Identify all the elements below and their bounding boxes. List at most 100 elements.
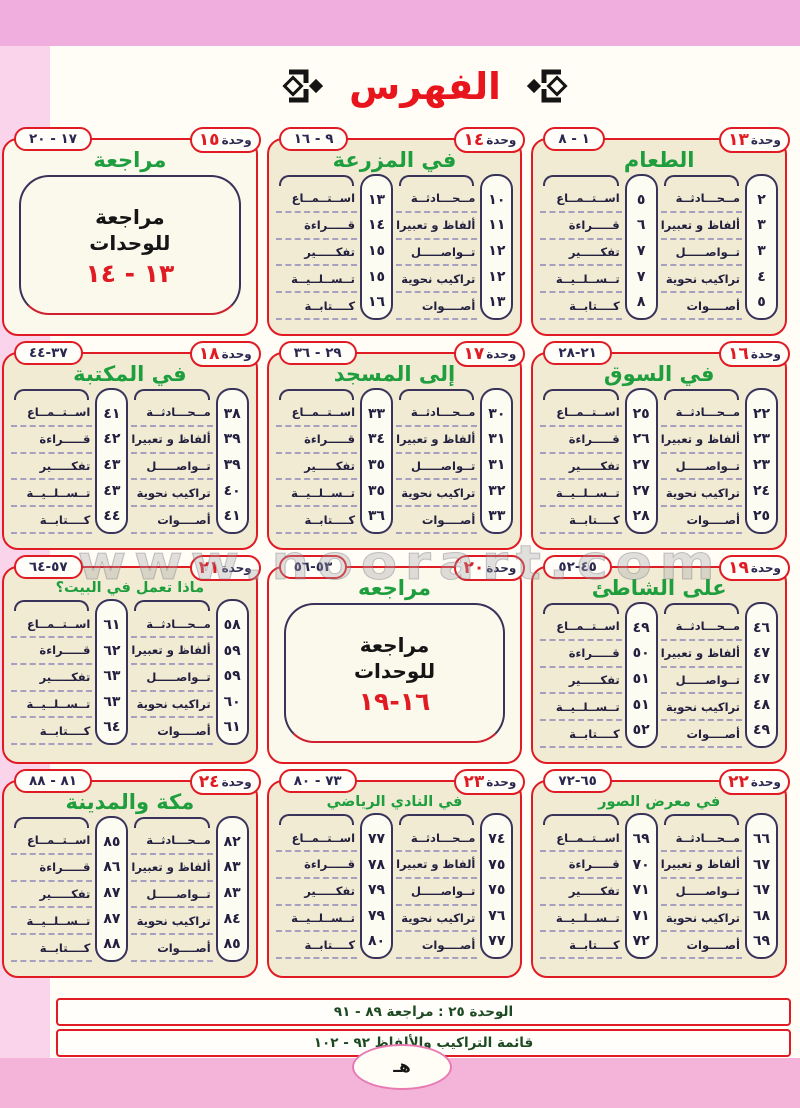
unit-word: وحدة <box>750 775 781 789</box>
unit-page-range: ٣٧-٤٤ <box>14 341 83 365</box>
page-number: ٣٨ <box>223 405 241 422</box>
left-pages-pill: ٤١ ٤٢ ٤٣ ٤٣ ٤٤ <box>95 388 129 535</box>
skill-label: تــســلــيــة <box>540 266 622 294</box>
skill-label: تراكيب نحوية <box>660 694 742 722</box>
unit-badge: وحدة ٢١ <box>189 555 261 581</box>
page-number: ٢٤ <box>752 482 771 499</box>
unit-box-١٩: وحدة ١٩ ٤٥-٥٢ على الشاطئ ٤٦ ٤٧ ٤٧ ٤٨ ٤٩ مــح… <box>531 555 790 764</box>
review-box-١٥: وحدة ١٥ ١٧ - ٢٠ مراجعة مراجعة للوحدات ١٣… <box>2 127 261 336</box>
skill-label: كــــتابــة <box>540 932 622 960</box>
skill-label: تفكـــــير <box>11 665 93 692</box>
roof-line <box>663 814 739 826</box>
skill-label: تــســلــيــة <box>540 906 622 933</box>
unit-badge: وحدة ١٩ <box>719 555 790 581</box>
unit-title: في المزرعة <box>332 148 457 172</box>
page-number: ٢٣ <box>752 457 771 474</box>
unit-box-٢٣: وحدة ٢٣ ٧٣ - ٨٠ في النادي الرياضي ٧٤ ٧٥ ٧٥… <box>266 769 526 978</box>
unit-title: مراجعة <box>93 148 167 172</box>
roof-line <box>663 389 739 401</box>
skill-label: تفكـــــير <box>275 454 358 481</box>
page-number: ٢٥ <box>632 405 650 422</box>
page-number: ٣ <box>757 217 766 234</box>
skill-label: قـــــراءة <box>275 852 358 879</box>
page-number: ٣٩ <box>223 457 241 474</box>
page-number: ٨٦ <box>103 859 121 876</box>
footer-row-structures-list: قائمة التراكيب والألفاظ ٩٢ - ١٠٢ <box>56 1029 791 1057</box>
page-number: ٦١ <box>103 617 121 634</box>
skill-label: تــواصـــــل <box>396 240 478 267</box>
page-number: ٥٩ <box>223 642 241 659</box>
skill-label: اســتــمــاع <box>540 614 622 641</box>
unit-title: في النادي الرياضي <box>326 794 463 810</box>
skill-label: قـــــراءة <box>11 855 93 882</box>
left-labels: اســتــمــاع قـــــراءة تفكـــــير تــســلـ… <box>540 813 622 960</box>
page-number: ٨٣ <box>223 859 241 876</box>
review-line: للوحدات <box>89 231 171 256</box>
unit-box-٢٢: وحدة ٢٢ ٦٥-٧٢ في معرض الصور ٦٦ ٦٧ ٦٧ ٦٨ ٦٩ م… <box>531 769 790 978</box>
unit-number: ١٧ <box>463 344 485 364</box>
unit-title: ماذا تعمل في البيت؟ <box>55 580 205 596</box>
ornament-left-icon <box>281 67 324 105</box>
left-pages-pill: ٢٥ ٢٦ ٢٧ ٢٧ ٢٨ <box>624 388 658 535</box>
skill-label: تفكـــــير <box>540 879 622 906</box>
review-box-٢٠: وحدة ٢٠ ٥٣-٥٦ مراجعه مراجعة للوحدات ١٦-١… <box>266 555 526 764</box>
skill-label: اســتــمــاع <box>540 400 622 427</box>
left-pages-pill: ٥ ٦ ٧ ٧ ٨ <box>624 174 658 321</box>
skill-label: مــحـــادثــة <box>396 825 478 853</box>
review-units-range: ١٦-١٩ <box>358 687 431 717</box>
left-labels: اســتــمــاع قـــــراءة تفكـــــير تــســلـ… <box>275 813 358 960</box>
skill-label: قـــــراءة <box>540 641 622 668</box>
left-labels: اســتــمــاع قـــــراءة تفكـــــير تــســلـ… <box>275 388 358 535</box>
page-number: ٤٧ <box>752 671 771 688</box>
page-number: ٦٣ <box>103 693 121 710</box>
skill-label: قـــــراءة <box>11 638 93 665</box>
page-number: ٧٤ <box>488 831 506 848</box>
page-number: ٧٨ <box>367 856 386 873</box>
page-number: ٨٢ <box>223 833 241 850</box>
page-number: ٦٣ <box>103 668 121 685</box>
page-number: ١٣ <box>367 191 386 208</box>
left-pages-pill: ٧٧ ٧٨ ٧٩ ٧٩ ٨٠ <box>360 813 394 960</box>
unit-page-range: ١ - ٨ <box>543 127 605 151</box>
right-pages-pill: ٦٦ ٦٧ ٦٧ ٦٨ ٦٩ <box>745 813 778 960</box>
ornament-right-icon <box>526 67 569 105</box>
page-number: ٨ <box>636 294 646 311</box>
page-number: ٤ <box>757 268 766 285</box>
page-number: ٨٧ <box>103 910 121 927</box>
skill-label: مــحـــادثــة <box>660 186 742 213</box>
page-number: ١٣ <box>488 294 506 311</box>
left-labels: اســتــمــاع قـــــراءة تفكـــــير تــســلـ… <box>11 388 93 535</box>
skill-label: تــســلــيــة <box>275 266 358 294</box>
skill-label: مــحـــادثــة <box>396 400 478 427</box>
page-number: ٦٢ <box>103 642 121 659</box>
review-line: للوحدات <box>353 659 436 684</box>
skill-label: تــســلــيــة <box>11 480 93 508</box>
unit-page-range: ٥٧-٦٤ <box>14 555 83 579</box>
page-number: ٤١ <box>223 508 241 525</box>
skill-label: تراكيب نحوية <box>396 266 478 294</box>
right-pages-pill: ٥٨ ٥٩ ٥٩ ٦٠ ٦١ <box>215 599 249 746</box>
page-number: ٥ <box>636 191 646 208</box>
skill-label: تــواصـــــل <box>131 454 213 481</box>
skill-label: كــــتابــة <box>540 721 622 749</box>
unit-page-range: ٤٥-٥٢ <box>543 555 612 579</box>
page-number: ٨٨ <box>103 936 121 953</box>
roof-line <box>278 814 355 826</box>
skill-label: تراكيب نحوية <box>131 692 213 719</box>
skill-label: تراكيب نحوية <box>660 906 742 933</box>
left-pages-pill: ٨٥ ٨٦ ٨٧ ٨٧ ٨٨ <box>95 816 129 963</box>
page-number: ٢٦ <box>632 431 650 448</box>
unit-number: ٢١ <box>198 558 220 578</box>
skill-label: أصــــوات <box>396 507 478 535</box>
review-line: مراجعة <box>359 633 430 658</box>
unit-page-range: ٥٣-٥٦ <box>278 555 348 579</box>
unit-title: على الشاطئ <box>591 576 727 600</box>
